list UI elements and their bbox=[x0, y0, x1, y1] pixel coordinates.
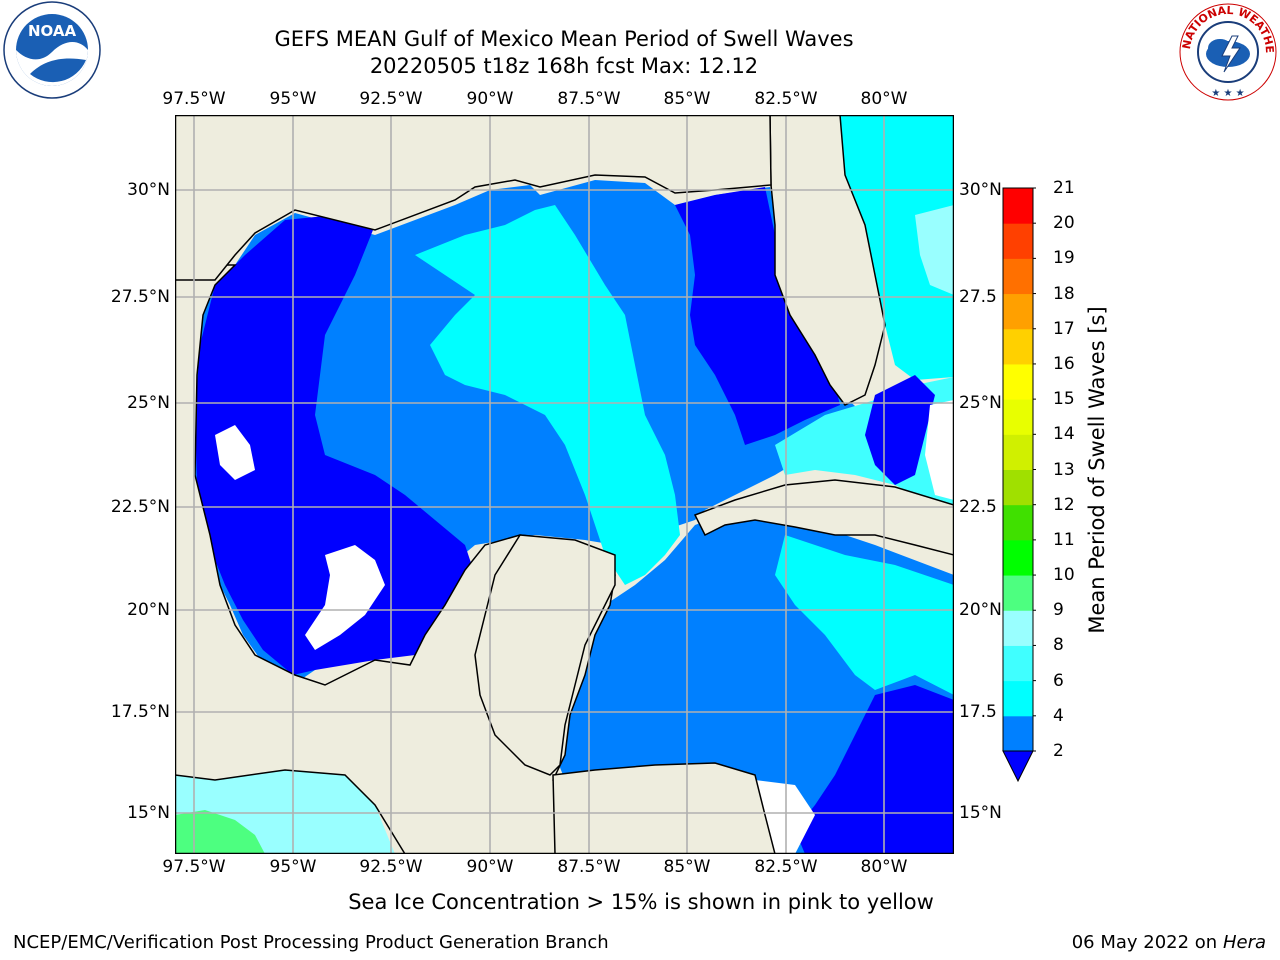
lat-tick-right: 25°N bbox=[959, 393, 1002, 413]
sea-ice-note: Sea Ice Concentration > 15% is shown in … bbox=[348, 890, 934, 914]
lon-tick-bottom: 97.5°W bbox=[162, 857, 226, 877]
colorbar-tick-label: 17 bbox=[1053, 318, 1075, 339]
lon-tick-top: 90°W bbox=[466, 89, 514, 109]
lon-tick-bottom: 90°W bbox=[466, 857, 514, 877]
lon-tick-top: 97.5°W bbox=[162, 89, 226, 109]
lat-tick-right: 20°N bbox=[959, 600, 1002, 620]
colorbar-box bbox=[1003, 645, 1033, 682]
lon-tick-top: 82.5°W bbox=[754, 89, 818, 109]
florida-land bbox=[769, 115, 886, 406]
lon-tick-bottom: 95°W bbox=[269, 857, 317, 877]
colorbar-box bbox=[1003, 363, 1033, 400]
graticule bbox=[175, 115, 954, 854]
colorbar-box bbox=[1003, 610, 1033, 646]
colorbar-tick-label: 11 bbox=[1053, 529, 1075, 550]
map-title: GEFS MEAN Gulf of Mexico Mean Period of … bbox=[274, 27, 854, 51]
lon-tick-bottom: 80°W bbox=[860, 857, 908, 877]
colorbar-tick-label: 10 bbox=[1053, 565, 1075, 586]
lat-tick-left: 15°N bbox=[127, 803, 170, 823]
lat-tick-left: 25°N bbox=[127, 393, 170, 413]
lat-tick-left: 27.5°N bbox=[110, 287, 170, 307]
colorbar-tick-label: 13 bbox=[1053, 459, 1075, 480]
colorbar-box bbox=[1003, 293, 1033, 330]
colorbar-box bbox=[1003, 188, 1033, 224]
nws-logo: NATIONAL WEATHER SERVICE ★ ★ ★ bbox=[1176, 0, 1277, 101]
colorbar bbox=[1002, 187, 1036, 783]
colorbar-tick-label: 21 bbox=[1053, 178, 1075, 198]
colorbar-box bbox=[1003, 539, 1033, 576]
lat-tick-right: 27.5 bbox=[959, 287, 997, 307]
lon-tick-bottom: 87.5°W bbox=[557, 857, 621, 877]
us-gulf-coast bbox=[175, 115, 772, 281]
footer-date-text: 06 May 2022 on bbox=[1071, 932, 1218, 953]
pacific-green bbox=[175, 810, 265, 854]
colorbar-tick-label: 18 bbox=[1053, 283, 1075, 304]
svg-text:★ ★ ★: ★ ★ ★ bbox=[1211, 88, 1244, 99]
colorbar-box bbox=[1003, 715, 1033, 752]
west-gulf-deep bbox=[195, 215, 475, 675]
map-subtitle: 20220505 t18z 168h fcst Max: 12.12 bbox=[369, 54, 759, 78]
lon-tick-bottom: 92.5°W bbox=[359, 857, 423, 877]
colorbar-tick-label: 2 bbox=[1053, 741, 1064, 761]
lon-tick-top: 87.5°W bbox=[557, 89, 621, 109]
central-gulf-cyan bbox=[415, 205, 680, 585]
lon-tick-top: 80°W bbox=[860, 89, 908, 109]
colorbar-title: Mean Period of Swell Waves [s] bbox=[1085, 306, 1109, 634]
colorbar-tick-label: 8 bbox=[1053, 635, 1064, 656]
caribbean-cyan bbox=[775, 535, 954, 695]
ne-gulf-deep bbox=[675, 187, 840, 445]
footer-host: Hera bbox=[1222, 932, 1266, 953]
colorbar-box bbox=[1003, 469, 1033, 506]
central-america-land bbox=[552, 762, 776, 854]
lon-tick-bottom: 82.5°W bbox=[754, 857, 818, 877]
lon-tick-top: 92.5°W bbox=[359, 89, 423, 109]
nodata-cuba-east bbox=[925, 400, 954, 500]
lat-tick-left: 20°N bbox=[127, 600, 170, 620]
colorbar-box bbox=[1003, 434, 1033, 470]
colorbar-tick-label: 12 bbox=[1053, 494, 1075, 515]
lat-tick-left: 30°N bbox=[127, 180, 170, 200]
lat-tick-right: 30°N bbox=[959, 180, 1002, 200]
noaa-logo-text: NOAA bbox=[28, 22, 77, 40]
atlantic-cyan bbox=[840, 115, 954, 380]
footer-date: 06 May 2022 on Hera bbox=[1072, 932, 1266, 953]
lat-tick-right: 15°N bbox=[959, 803, 1002, 823]
caribbean-deep bbox=[795, 685, 954, 854]
lat-tick-left: 17.5°N bbox=[110, 702, 170, 722]
colorbar-box bbox=[1003, 504, 1033, 541]
lon-tick-top: 85°W bbox=[663, 89, 711, 109]
nodata-bay-campeche bbox=[305, 545, 385, 650]
colorbar-tick-label: 6 bbox=[1053, 670, 1064, 691]
lon-tick-bottom: 85°W bbox=[663, 857, 711, 877]
colorbar-extend-min bbox=[1002, 750, 1034, 783]
lon-tick-top: 95°W bbox=[269, 89, 317, 109]
colorbar-tick-label: 14 bbox=[1053, 424, 1075, 445]
footer-branch: NCEP/EMC/Verification Post Processing Pr… bbox=[13, 932, 609, 953]
yucatan-land bbox=[474, 534, 616, 776]
colorbar-tick-label: 19 bbox=[1053, 248, 1075, 269]
cuba-land bbox=[693, 479, 954, 556]
colorbar-tick-label: 4 bbox=[1053, 705, 1064, 726]
colorbar-tick-label: 15 bbox=[1053, 389, 1075, 410]
colorbar-box bbox=[1003, 399, 1033, 435]
colorbar-box bbox=[1003, 575, 1033, 611]
colorbar-box bbox=[1003, 258, 1033, 295]
map-panel bbox=[175, 115, 954, 854]
colorbar-tick-label: 16 bbox=[1053, 353, 1075, 374]
lat-tick-right: 22.5 bbox=[959, 497, 997, 517]
colorbar-box bbox=[1003, 680, 1033, 717]
noaa-logo: NOAA bbox=[3, 1, 101, 99]
lat-tick-left: 22.5°N bbox=[110, 497, 170, 517]
colorbar-box bbox=[1003, 328, 1033, 365]
nodata-west-gulf bbox=[215, 425, 255, 480]
colorbar-tick-label: 9 bbox=[1053, 600, 1064, 621]
colorbar-box bbox=[1003, 223, 1033, 259]
colorbar-tick-label: 20 bbox=[1053, 213, 1075, 234]
lat-tick-right: 17.5 bbox=[959, 702, 997, 722]
atlantic-pale bbox=[915, 205, 954, 295]
map-frame bbox=[175, 115, 954, 854]
